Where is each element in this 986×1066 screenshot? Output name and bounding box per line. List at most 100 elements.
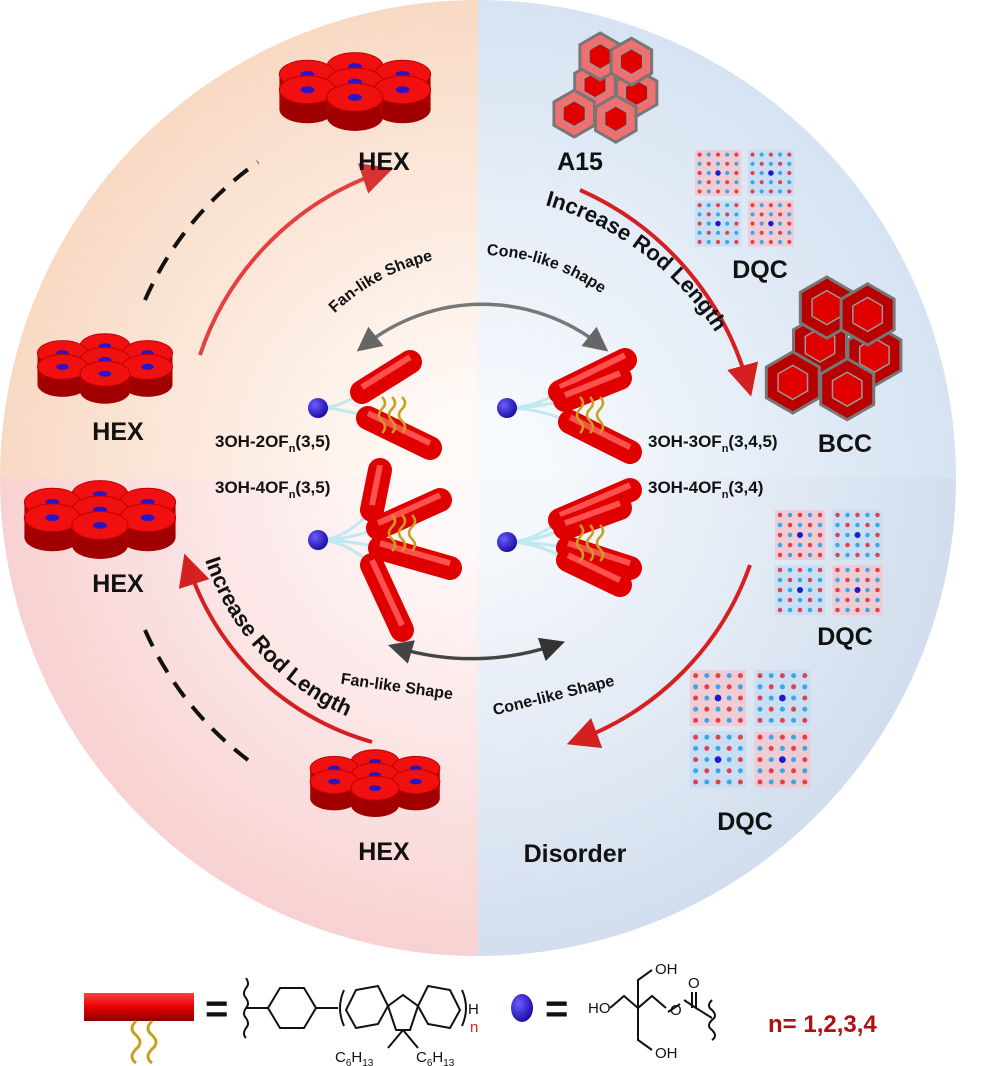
hex-core — [141, 363, 154, 370]
alkyl-chain — [397, 396, 407, 434]
a15-structure — [552, 31, 659, 144]
legend-ho-left: HO — [588, 1000, 611, 1017]
arrow-hex-to-hex-top — [198, 163, 394, 356]
head-sphere — [497, 398, 517, 418]
rod — [368, 536, 462, 580]
hex-core — [300, 86, 315, 94]
alkyl-chain — [585, 396, 595, 434]
rod — [556, 548, 632, 597]
arrow-dqc-to-disorder — [566, 564, 752, 748]
head-sphere — [308, 398, 328, 418]
hex-core — [140, 514, 155, 522]
label-dqc-mid: DQC — [817, 623, 873, 651]
alkyl-chain — [595, 396, 605, 434]
dqc-pattern-bottom — [690, 670, 811, 788]
rod — [356, 406, 442, 460]
legend-n-values: n= 1,2,3,4 — [768, 1011, 877, 1038]
head-sphere — [308, 530, 328, 550]
quadrant-bottom-left — [0, 478, 478, 956]
rod-highlight — [360, 354, 412, 390]
alkyl-chain — [377, 396, 387, 434]
legend-carbonyl-o: O — [688, 975, 700, 992]
hex-core — [409, 778, 422, 785]
legend-terminal-h: H — [468, 1001, 479, 1018]
alkyl-chain — [595, 524, 605, 562]
legend-alkyl-chain — [130, 1019, 158, 1065]
pentaerythritol-structure — [609, 969, 716, 1051]
hex-cluster-top — [278, 52, 432, 131]
rod-highlight — [376, 492, 442, 526]
legend-repeat-n: n — [470, 1019, 478, 1036]
alkyl-chain — [575, 396, 585, 434]
rod — [553, 496, 632, 540]
label-hex-left-top: HEX — [92, 418, 144, 446]
rod — [366, 488, 452, 540]
hex-core — [56, 363, 69, 370]
arrow-fan-cone-top — [356, 302, 609, 352]
molecule-3oh-4of-3-5 — [308, 458, 462, 642]
legend-equals-1: = — [205, 987, 228, 1031]
rod-highlight — [369, 464, 383, 506]
hex-core — [98, 370, 112, 377]
alkyl-chain — [387, 396, 397, 434]
rod-highlight — [379, 540, 451, 567]
rod-highlight — [563, 370, 622, 398]
arrow-increase-rod-top — [579, 188, 759, 397]
label-hex-left-bottom: HEX — [92, 570, 144, 598]
fluorene-structure — [243, 977, 467, 1049]
arrow-fan-cone-bottom — [387, 637, 565, 664]
hex-core — [45, 514, 60, 522]
rod — [553, 366, 632, 412]
rod — [350, 350, 422, 404]
label-hex-bottom: HEX — [358, 838, 410, 866]
rod — [556, 536, 642, 580]
rod-highlight — [566, 552, 622, 583]
hex-core — [395, 86, 410, 94]
hex-cluster-left-top — [37, 333, 173, 404]
alkyl-chain — [387, 514, 397, 552]
dashed-continuation-top — [143, 160, 260, 301]
rod-highlight — [558, 482, 632, 518]
rod-highlight — [366, 410, 432, 446]
molecule-label-1: 3OH-2OFn(3,5) — [215, 432, 330, 455]
dqc-pattern-mid — [775, 510, 883, 615]
legend-rod — [84, 993, 194, 1021]
hex-core — [348, 94, 362, 101]
label-bcc: BCC — [818, 430, 872, 458]
alkyl-chain — [397, 514, 407, 552]
arrow-increase-rod-bottom — [178, 553, 373, 744]
hex-core — [93, 522, 107, 529]
legend-oh-top: OH — [655, 961, 678, 978]
alkyl-chain — [407, 514, 417, 552]
rod-highlight — [558, 352, 627, 390]
legend-alkyl-left: C6H13 — [335, 1049, 374, 1066]
legend-head-sphere — [511, 994, 533, 1022]
rod — [558, 410, 642, 464]
hex-core — [369, 785, 381, 792]
alkyl-chain — [585, 524, 595, 562]
legend: = H n C6H13 C6H13 = — [84, 961, 877, 1066]
label-hex-top: HEX — [358, 148, 410, 176]
molecule-label-3: 3OH-4OFn(3,5) — [215, 478, 330, 501]
hex-cluster-bottom — [309, 749, 441, 817]
hex-core — [328, 778, 341, 785]
molecule-label-2: 3OH-3OFn(3,4,5) — [648, 432, 778, 455]
legend-oh-bottom: OH — [655, 1045, 678, 1062]
head-sphere — [497, 532, 517, 552]
dqc-pattern-top — [695, 150, 794, 247]
alkyl-chain — [575, 524, 585, 562]
molecule-3oh-2of-3-5 — [308, 350, 442, 460]
label-dqc-bottom: DQC — [717, 808, 773, 836]
molecule-3oh-4of-3-4 — [497, 478, 642, 597]
label-disorder: Disorder — [524, 840, 627, 868]
hex-cluster-left-bottom — [23, 480, 177, 559]
legend-alkyl-right: C6H13 — [416, 1049, 455, 1066]
legend-equals-2: = — [545, 987, 568, 1031]
bcc-structure — [764, 275, 903, 422]
rod-highlight — [369, 558, 405, 627]
label-dqc-top: DQC — [732, 256, 788, 284]
legend-ester-o: O — [670, 1002, 682, 1019]
molecule-label-4: 3OH-4OFn(3,4) — [648, 478, 763, 501]
molecule-3oh-3of-3-4-5 — [497, 348, 642, 464]
